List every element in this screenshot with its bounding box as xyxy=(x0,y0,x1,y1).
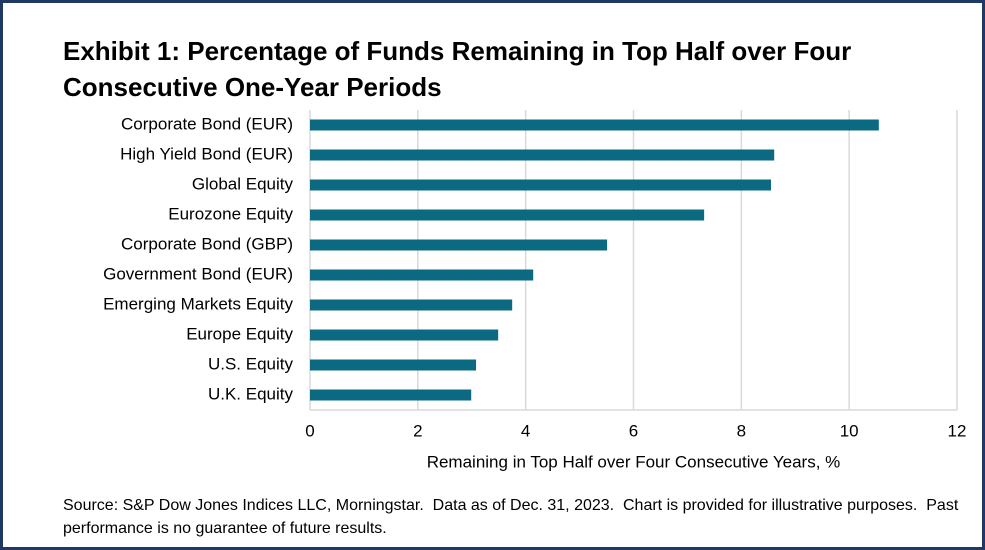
y-tick-label: U.K. Equity xyxy=(208,384,294,403)
x-tick-label: 8 xyxy=(737,421,746,440)
y-tick-label: Global Equity xyxy=(192,174,294,193)
x-tick-label: 4 xyxy=(521,421,530,440)
x-tick-label: 6 xyxy=(629,421,638,440)
bar xyxy=(310,299,513,311)
y-tick-label: Corporate Bond (EUR) xyxy=(121,114,293,133)
y-tick-label: Europe Equity xyxy=(186,324,293,343)
x-tick-label: 2 xyxy=(413,421,422,440)
bar xyxy=(310,329,499,341)
x-tick-label: 0 xyxy=(305,421,314,440)
bar xyxy=(310,119,879,131)
chart-title: Exhibit 1: Percentage of Funds Remaining… xyxy=(63,36,852,102)
y-tick-label: Eurozone Equity xyxy=(168,204,293,223)
bar xyxy=(310,179,771,191)
bar xyxy=(310,359,477,371)
bar xyxy=(310,269,534,281)
y-tick-label: Emerging Markets Equity xyxy=(103,294,293,313)
bar xyxy=(310,209,705,221)
bar xyxy=(310,149,775,161)
y-tick-label: Government Bond (EUR) xyxy=(103,264,293,283)
x-tick-label: 12 xyxy=(948,421,967,440)
x-axis-label: Remaining in Top Half over Four Consecut… xyxy=(427,452,841,471)
x-tick-label: 10 xyxy=(840,421,859,440)
y-tick-label: U.S. Equity xyxy=(208,354,294,373)
bar xyxy=(310,389,472,401)
y-tick-label: High Yield Bond (EUR) xyxy=(120,144,293,163)
bar xyxy=(310,239,608,251)
chart: 0 2 4 6 8 10 12 Remaining in Top Half over Four… xyxy=(103,110,967,471)
y-tick-label: Corporate Bond (GBP) xyxy=(121,234,293,253)
source-note: Source: S&P Dow Jones Indices LLC, Morni… xyxy=(63,497,963,537)
